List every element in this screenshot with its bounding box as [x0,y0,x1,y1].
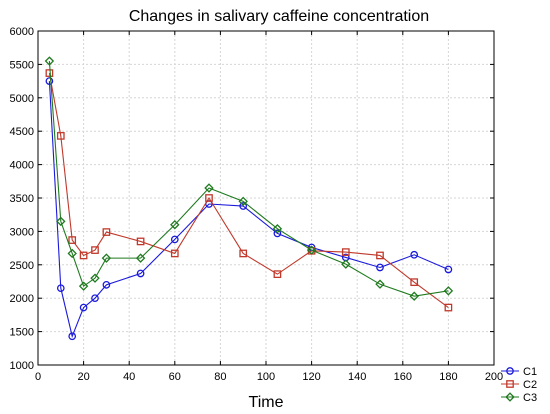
data-series [44,56,454,341]
series-c2-point [239,249,248,258]
legend-item-c1: C1 [501,366,537,378]
series-c3-point [238,196,248,207]
legend-item-c3: C3 [501,392,537,404]
x-tick-label: 200 [485,371,503,383]
x-tick-label: 0 [35,371,41,383]
series-c1-point [102,280,111,289]
series-c3-point [306,245,317,255]
series-c3-point [90,273,100,283]
legend-marker [506,367,514,375]
x-tick-label: 140 [348,371,366,383]
legend-item-c2: C2 [501,379,537,391]
x-axis-label: Time [249,394,284,411]
series-c1-point [136,269,145,278]
series-c2-point [45,69,54,77]
series-c3-point [204,183,214,193]
series-c3-point [101,253,112,263]
series-c1-point [273,229,282,238]
series-c2-line [48,72,449,308]
series-c1-line [48,81,449,339]
x-tick-label: 60 [169,371,181,383]
series-c1 [45,77,453,341]
series-c1-point [239,202,248,210]
series-c2-point [56,132,65,140]
series-c3-point [272,224,283,234]
x-tick-label: 100 [257,371,275,383]
series-c1-point [376,263,384,272]
series-c3-point [67,248,77,259]
x-tick-label: 120 [302,371,320,383]
axes: 0 20 40 60 80 100 120 140 160 180 200 1000 1500 2000 2… [10,26,504,383]
series-c3-point [170,220,180,230]
y-tick-label: 4000 [10,160,34,172]
y-tick-label: 5000 [10,93,34,105]
series-c1-point [170,235,179,244]
series-c2-point [170,249,179,258]
series-c2-point [136,237,145,246]
series-c2-point [102,228,111,236]
legend-marker [506,380,514,388]
series-c2-point [341,248,350,256]
x-tick-label: 40 [123,371,135,383]
x-tick-label: 180 [439,371,457,383]
x-tick-label: 160 [394,371,412,383]
series-c3 [44,56,454,301]
y-tick-label: 5500 [10,59,34,71]
series-c3-point [78,281,89,291]
series-c1-point [56,284,65,293]
series-c3-point [44,56,55,66]
y-tick-label: 3500 [10,193,34,205]
legend-label: C3 [523,392,537,404]
series-c2-point [376,251,384,260]
series-c3-line [48,61,449,297]
grid-lines [38,31,494,365]
series-c2-point [68,236,77,244]
series-c3-point [341,259,351,269]
series-c3-point [375,279,385,289]
series-c1-point [68,332,77,341]
series-c2-point [273,270,282,279]
series-c1-point [91,294,99,303]
y-tick-label: 1000 [10,360,34,372]
chart-title: Changes in salivary caffeine concentrati… [129,8,429,25]
y-tick-label: 3000 [10,226,34,238]
series-c2-point [91,246,99,254]
series-c2-point [444,303,453,312]
y-tick-label: 2500 [10,260,34,272]
series-c1-point [410,250,419,259]
series-c3-point [56,216,66,227]
legend-label: C2 [523,379,537,391]
series-c1-point [45,77,54,85]
y-tick-label: 4500 [10,126,34,138]
legend-marker [505,392,515,402]
x-tick-label: 20 [77,371,89,383]
y-tick-label: 1500 [10,327,34,339]
series-c1-point [79,303,88,312]
series-c1-point [444,265,453,274]
series-c2 [45,69,453,312]
x-tick-label: 80 [214,371,226,383]
legend-label: C1 [523,366,537,378]
series-c3-point [409,291,419,301]
series-c2-point [410,278,419,287]
series-c3-point [443,286,454,296]
series-c2-point [205,194,213,202]
series-c3-point [135,253,146,263]
series-c2-point [79,251,88,260]
y-tick-label: 2000 [10,293,34,305]
y-tick-label: 6000 [10,26,34,38]
